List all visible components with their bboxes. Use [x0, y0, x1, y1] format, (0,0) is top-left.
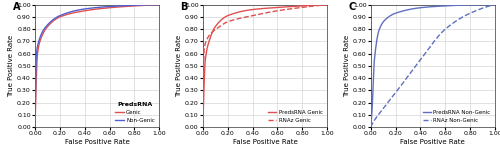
Legend: Genic, Non-Genic: Genic, Non-Genic [114, 100, 156, 124]
Y-axis label: True Positive Rate: True Positive Rate [8, 35, 14, 97]
Y-axis label: True Positive Rate: True Positive Rate [176, 35, 182, 97]
Text: A: A [12, 2, 20, 12]
Text: B: B [180, 2, 188, 12]
Legend: PredsRNA Non-Genic, RNAz Non-Genic: PredsRNA Non-Genic, RNAz Non-Genic [421, 108, 492, 124]
X-axis label: False Positive Rate: False Positive Rate [232, 139, 298, 145]
Text: C: C [348, 2, 356, 12]
X-axis label: False Positive Rate: False Positive Rate [65, 139, 130, 145]
X-axis label: False Positive Rate: False Positive Rate [400, 139, 465, 145]
Legend: PredsRNA Genic, RNAz Genic: PredsRNA Genic, RNAz Genic [266, 108, 324, 124]
Y-axis label: True Positive Rate: True Positive Rate [344, 35, 350, 97]
